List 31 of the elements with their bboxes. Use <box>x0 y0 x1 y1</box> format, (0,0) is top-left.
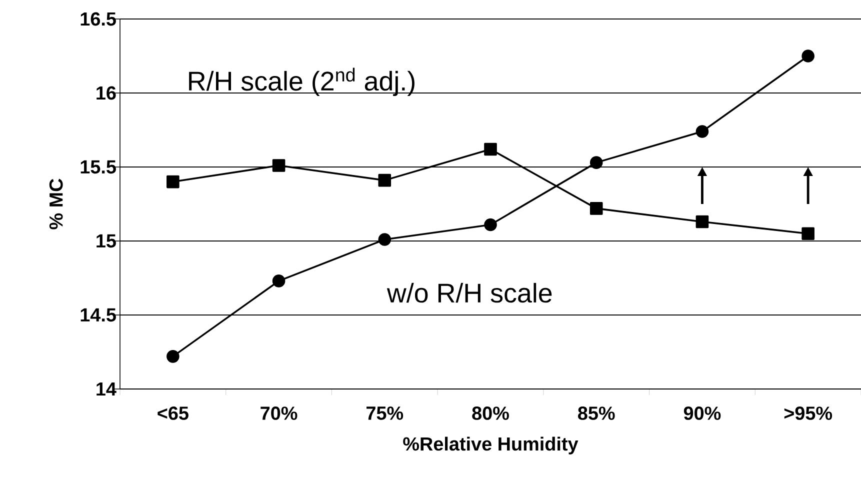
x-tick-label: <65 <box>158 406 188 420</box>
y-tick-label: 15.5 <box>80 160 116 174</box>
point <box>378 233 392 246</box>
x-tick-label: 80% <box>472 406 509 420</box>
y-tick-label: 16.5 <box>80 12 116 26</box>
point <box>166 350 180 363</box>
y-tick-label: 15 <box>96 234 116 248</box>
x-tick-label: >95% <box>784 406 832 420</box>
y-axis-title: % MC <box>49 178 63 230</box>
x-tick-label: 75% <box>366 406 404 420</box>
point <box>696 215 709 228</box>
x-tick-label: 70% <box>260 406 298 420</box>
point <box>590 156 603 169</box>
point <box>272 159 286 172</box>
point <box>802 50 814 62</box>
x-tick-label: 85% <box>578 406 615 420</box>
point <box>484 142 497 156</box>
x-axis-title: %Relative Humidity <box>403 436 578 454</box>
point <box>378 174 392 187</box>
point <box>166 175 180 188</box>
point <box>696 125 709 138</box>
y-tick-label: 16 <box>96 86 116 100</box>
point <box>272 274 286 288</box>
point <box>590 202 603 215</box>
annotation: w/o R/H scale <box>386 282 552 303</box>
y-tick-label: 14.5 <box>80 308 116 322</box>
point <box>802 227 814 240</box>
y-tick-label: 14 <box>96 382 116 396</box>
annotation: R/H scale (2$^{nd}$ adj.) <box>189 68 414 96</box>
x-tick-label: 90% <box>684 406 721 420</box>
point <box>484 218 497 232</box>
